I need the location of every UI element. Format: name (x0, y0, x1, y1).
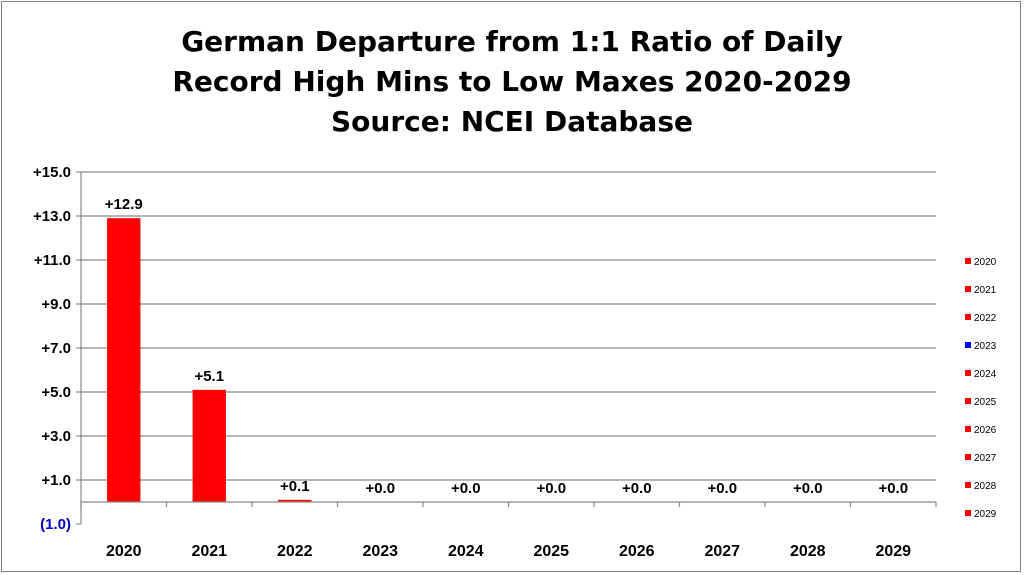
data-label: +5.1 (194, 368, 224, 385)
y-tick-label: +7.0 (41, 340, 71, 357)
y-axis-tick-labels: +15.0 +13.0 +11.0 +9.0 +7.0 +5.0 +3.0 +1.0 (1.0) (33, 164, 71, 533)
x-tick-label: 2028 (790, 543, 826, 560)
y-tick-label: +11.0 (34, 252, 71, 269)
legend-swatch (965, 370, 971, 376)
x-axis-category-labels: 2020 2021 2022 2023 2024 2025 2026 2027 2028 2029 (106, 543, 911, 560)
y-tick-label: +3.0 (41, 428, 71, 445)
x-tick-label: 2021 (191, 543, 227, 560)
legend-swatch (965, 454, 971, 460)
bars (107, 218, 312, 502)
legend-swatch (965, 510, 971, 516)
chart-title: German Departure from 1:1 Ratio of Daily… (0, 22, 1024, 142)
data-label: +0.0 (793, 480, 823, 497)
legend-swatch (965, 286, 971, 292)
y-tick-label: +5.0 (41, 384, 71, 401)
y-tick-label: +13.0 (33, 208, 71, 225)
y-tick-label: +15.0 (33, 164, 71, 181)
x-tick-label: 2023 (362, 543, 398, 560)
legend-label: 2025 (974, 397, 997, 408)
bar (192, 389, 226, 502)
legend-swatch (965, 342, 971, 348)
legend-swatch (965, 398, 971, 404)
data-label: +0.0 (707, 480, 737, 497)
bar (278, 499, 312, 502)
data-label: +0.0 (451, 480, 481, 497)
legend-label: 2020 (974, 257, 997, 268)
legend-swatch (965, 314, 971, 320)
chart-title-line-1: German Departure from 1:1 Ratio of Daily (181, 25, 843, 58)
y-tick-label: +1.0 (41, 472, 71, 489)
legend-swatch (965, 258, 971, 264)
x-tick-label: 2024 (448, 543, 484, 560)
legend-swatch (965, 482, 971, 488)
legend-label: 2026 (974, 425, 997, 436)
legend-label: 2029 (974, 509, 997, 520)
data-label: +0.0 (365, 480, 395, 497)
legend-label: 2021 (974, 285, 997, 296)
legend-label: 2027 (974, 453, 997, 464)
x-tick-label: 2027 (704, 543, 740, 560)
chart-title-line-3: Source: NCEI Database (331, 105, 693, 138)
x-tick-label: 2026 (619, 543, 655, 560)
x-tick-label: 2020 (106, 543, 142, 560)
y-tick-label: +9.0 (41, 296, 71, 313)
legend: 2020 2021 2022 2023 2024 2025 2026 2027 2028 2029 (965, 257, 997, 520)
data-label: +0.0 (878, 480, 908, 497)
x-tick-label: 2025 (533, 543, 569, 560)
data-label: +12.9 (105, 196, 143, 213)
x-tick-label: 2029 (875, 543, 911, 560)
data-label: +0.0 (622, 480, 652, 497)
legend-label: 2028 (974, 481, 997, 492)
bar (107, 218, 141, 502)
data-label: +0.1 (280, 478, 310, 495)
x-tick-label: 2022 (277, 543, 313, 560)
y-tick-label: (1.0) (40, 516, 71, 533)
data-labels: +12.9 +5.1 +0.1 +0.0 +0.0 +0.0 +0.0 +0.0 +0.0 +0.… (105, 196, 908, 497)
axes (76, 171, 937, 525)
legend-label: 2023 (974, 341, 997, 352)
legend-label: 2024 (974, 369, 997, 380)
chart-title-line-2: Record High Mins to Low Maxes 2020-2029 (172, 65, 852, 98)
data-label: +0.0 (536, 480, 566, 497)
legend-label: 2022 (974, 313, 997, 324)
legend-swatch (965, 426, 971, 432)
